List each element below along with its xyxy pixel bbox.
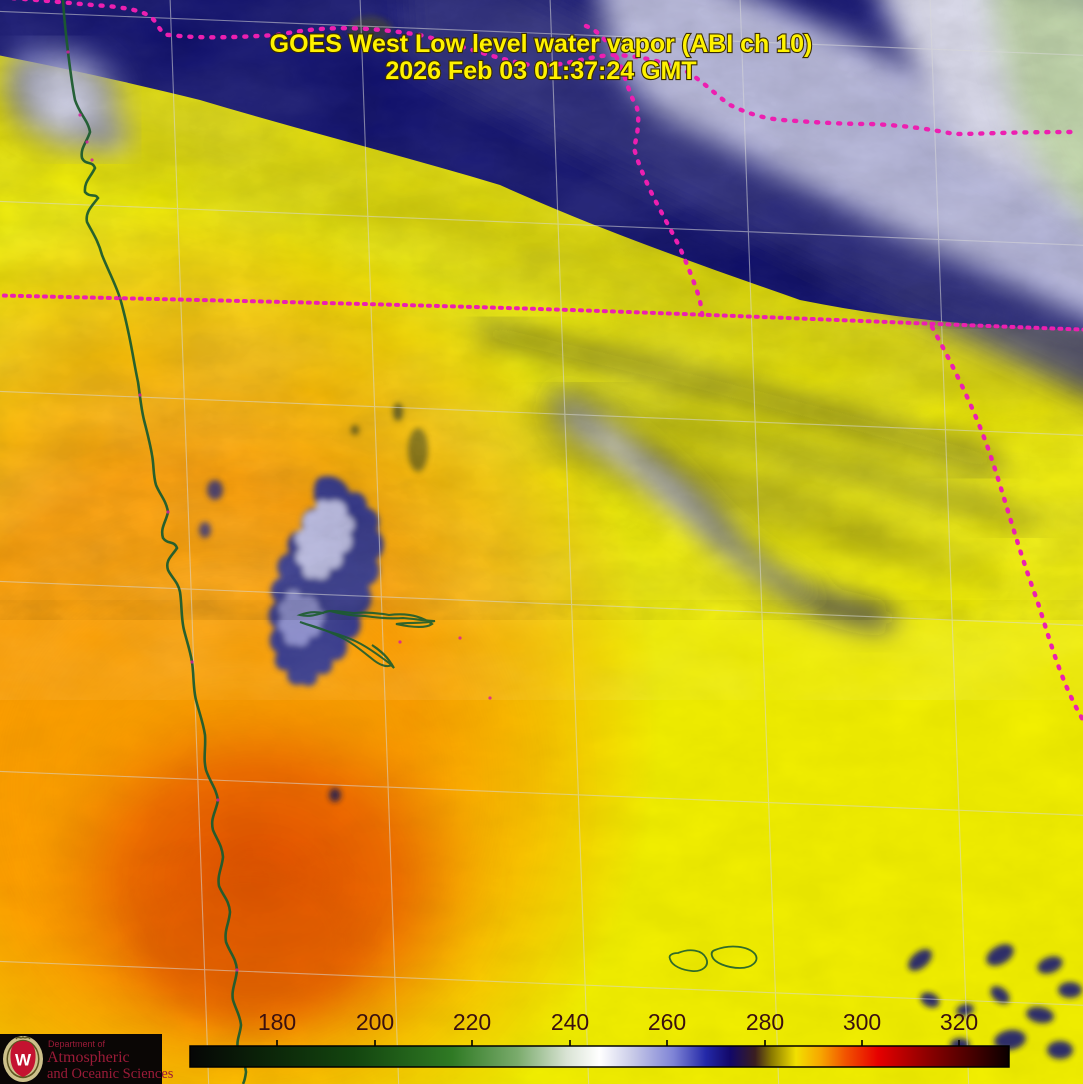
svg-text:200: 200	[356, 1009, 394, 1035]
svg-text:220: 220	[453, 1009, 491, 1035]
svg-text:W: W	[15, 1051, 32, 1070]
svg-text:320: 320	[940, 1009, 978, 1035]
svg-text:180: 180	[258, 1009, 296, 1035]
svg-text:280: 280	[746, 1009, 784, 1035]
svg-text:2026 Feb 03 01:37:24 GMT: 2026 Feb 03 01:37:24 GMT	[385, 57, 696, 85]
svg-text:240: 240	[551, 1009, 589, 1035]
svg-text:260: 260	[648, 1009, 686, 1035]
svg-text:GOES West Low level water vapo: GOES West Low level water vapor (ABI ch …	[270, 30, 813, 58]
svg-text:Department of: Department of	[48, 1039, 106, 1049]
svg-text:Atmospheric: Atmospheric	[47, 1049, 130, 1066]
svg-text:and Oceanic Sciences: and Oceanic Sciences	[47, 1066, 174, 1082]
svg-text:300: 300	[843, 1009, 881, 1035]
